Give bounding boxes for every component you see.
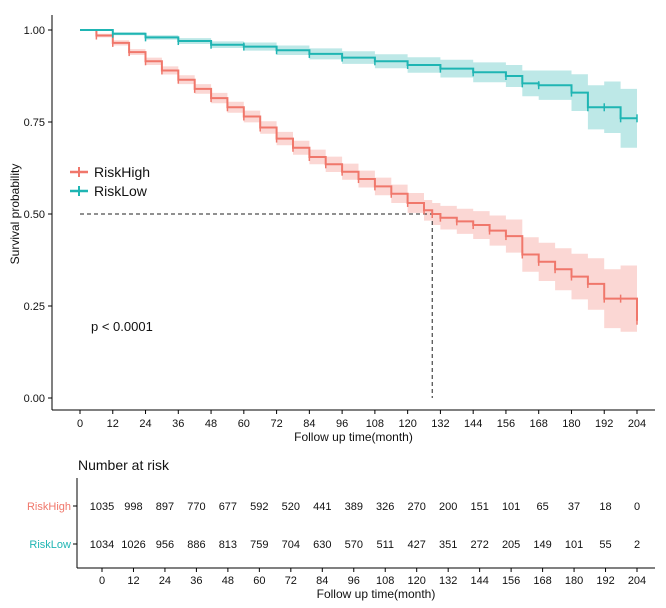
y-axis-label: Survival probability (8, 164, 22, 265)
risk-table-cell: 520 (282, 501, 300, 513)
risk-table-cell: 101 (565, 539, 583, 551)
risk-table-x-tick-label: 132 (439, 575, 457, 587)
risk-table-cell: 592 (250, 501, 268, 513)
risk-table-x-tick-label: 36 (190, 575, 202, 587)
legend-label-riskhigh: RiskHigh (94, 164, 150, 180)
risk-table-cell: 956 (156, 539, 174, 551)
risk-table-row-label-risklow: RiskLow (29, 539, 71, 551)
x-tick-label: 0 (77, 418, 83, 430)
risk-table-cell: 151 (470, 501, 488, 513)
risk-table-x-tick-label: 120 (408, 575, 426, 587)
risk-table-cell: 897 (156, 501, 174, 513)
risk-table-cell: 1035 (90, 501, 114, 513)
risk-table-cell: 998 (124, 501, 142, 513)
x-tick-label: 168 (530, 418, 548, 430)
x-tick-label: 192 (595, 418, 613, 430)
x-tick-label: 204 (628, 418, 646, 430)
risk-table-cell: 149 (533, 539, 551, 551)
x-tick-label: 120 (398, 418, 416, 430)
risk-table-cell: 389 (345, 501, 363, 513)
risk-table-x-tick-label: 60 (253, 575, 265, 587)
x-tick-label: 156 (497, 418, 515, 430)
risk-table-cell: 570 (345, 539, 363, 551)
risk-table-x-tick-label: 156 (502, 575, 520, 587)
risk-table-x-tick-label: 72 (285, 575, 297, 587)
risk-table-cell: 0 (634, 501, 640, 513)
risk-table-cell: 1026 (121, 539, 145, 551)
legend-label-risklow: RiskLow (94, 183, 148, 199)
risk-table-x-tick-label: 144 (470, 575, 488, 587)
risk-table-x-axis-label: Follow up time(month) (317, 587, 436, 601)
risk-table-row-label-riskhigh: RiskHigh (27, 501, 71, 513)
risk-table-cell: 770 (187, 501, 205, 513)
y-tick-label: 0.75 (24, 117, 45, 129)
risk-table-cell: 65 (536, 501, 548, 513)
risk-table-x-tick-label: 48 (222, 575, 234, 587)
risk-table-cell: 677 (219, 501, 237, 513)
y-tick-label: 1.00 (24, 25, 45, 37)
x-tick-label: 60 (238, 418, 250, 430)
y-tick-label: 0.50 (24, 209, 45, 221)
risk-table-cell: 2 (634, 539, 640, 551)
risk-table-x-tick-label: 84 (316, 575, 328, 587)
risk-table-x-tick-label: 192 (596, 575, 614, 587)
x-tick-label: 48 (205, 418, 217, 430)
risk-table-cell: 326 (376, 501, 394, 513)
risk-table-x-tick-label: 12 (127, 575, 139, 587)
x-tick-label: 180 (562, 418, 580, 430)
risk-table-cell: 270 (408, 501, 426, 513)
risk-table-x-tick-label: 168 (533, 575, 551, 587)
risk-table-x-tick-label: 204 (628, 575, 646, 587)
confidence-band-risklow (80, 30, 637, 148)
risk-table-cell: 704 (282, 539, 300, 551)
x-axis-label: Follow up time(month) (294, 430, 413, 444)
risk-table-cell: 205 (502, 539, 520, 551)
risk-table-x-tick-label: 96 (348, 575, 360, 587)
x-tick-label: 108 (366, 418, 384, 430)
y-tick-label: 0.00 (24, 393, 45, 405)
x-tick-label: 144 (464, 418, 482, 430)
risk-table-x-tick-label: 24 (159, 575, 171, 587)
risk-table-cell: 630 (313, 539, 331, 551)
x-tick-label: 96 (336, 418, 348, 430)
risk-table-cell: 272 (470, 539, 488, 551)
risk-table-cell: 813 (219, 539, 237, 551)
risk-table-cell: 759 (250, 539, 268, 551)
risk-table-cell: 441 (313, 501, 331, 513)
x-tick-label: 72 (270, 418, 282, 430)
risk-table-x-tick-label: 108 (376, 575, 394, 587)
x-tick-label: 132 (431, 418, 449, 430)
risk-table-cell: 886 (187, 539, 205, 551)
risk-table-x-tick-label: 0 (99, 575, 105, 587)
risk-table-cell: 351 (439, 539, 457, 551)
x-tick-label: 24 (139, 418, 151, 430)
risk-table-cell: 55 (599, 539, 611, 551)
risk-table-cell: 511 (376, 539, 394, 551)
y-tick-label: 0.25 (24, 301, 45, 313)
risk-table-title: Number at risk (78, 457, 170, 473)
risk-table-cell: 1034 (90, 539, 114, 551)
x-tick-label: 84 (303, 418, 315, 430)
risk-table-cell: 37 (568, 501, 580, 513)
risk-table-cell: 200 (439, 501, 457, 513)
x-tick-label: 12 (107, 418, 119, 430)
p-value-annotation: p < 0.0001 (91, 319, 153, 334)
x-tick-label: 36 (172, 418, 184, 430)
risk-table-cell: 427 (408, 539, 426, 551)
risk-table-cell: 101 (502, 501, 520, 513)
risk-table-x-tick-label: 180 (565, 575, 583, 587)
risk-table-cell: 18 (599, 501, 611, 513)
